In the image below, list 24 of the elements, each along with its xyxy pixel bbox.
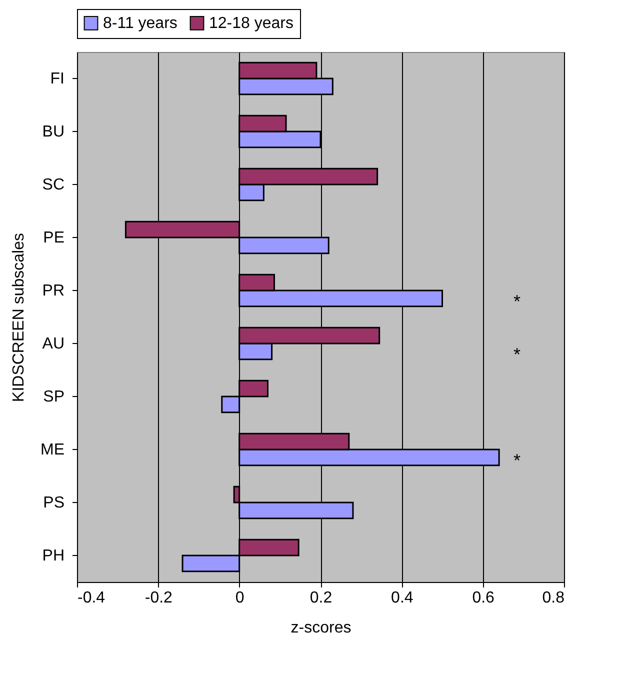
y-tick-label: PS	[43, 494, 64, 512]
y-tick-label: PE	[43, 230, 64, 246]
annotation: *	[513, 292, 521, 312]
y-axis-title: KIDSCREEN subscales	[10, 233, 28, 402]
y-tick-label: SP	[43, 388, 64, 406]
y-tick-label: AU	[42, 336, 64, 352]
x-tick-label: -0.2	[144, 590, 173, 606]
x-tick-label: 0.8	[542, 590, 565, 606]
x-tick-label: 0.6	[472, 590, 495, 606]
x-tick-label: 0.4	[391, 590, 414, 606]
y-tick-label: SC	[42, 176, 64, 194]
x-tick-label: 0.2	[310, 590, 332, 606]
y-tick-label: ME	[40, 442, 64, 458]
x-tick-label: -0.4	[78, 590, 106, 606]
y-tick-label: BU	[42, 124, 64, 140]
x-axis-title: z-scores	[290, 620, 352, 636]
x-tick-label: 0	[235, 590, 244, 606]
legend-label: 8-11 years	[103, 15, 178, 32]
annotation: *	[513, 344, 521, 364]
y-tick-label: PH	[42, 548, 64, 564]
annotation: *	[513, 450, 521, 470]
y-tick-label: FI	[50, 70, 64, 88]
legend-label: 12-18 years	[209, 15, 294, 32]
y-tick-label: PR	[42, 282, 64, 300]
